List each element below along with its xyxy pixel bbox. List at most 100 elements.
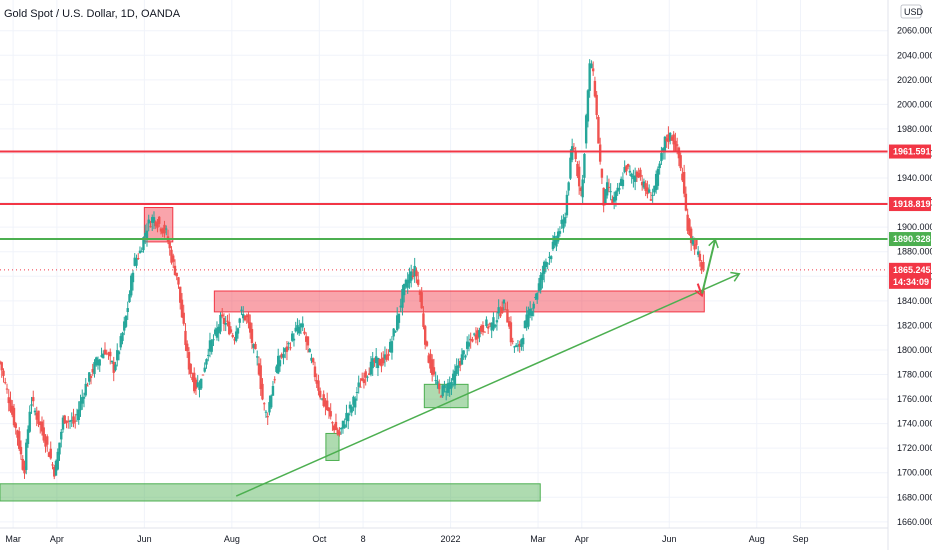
candle-body (495, 320, 499, 323)
candle-body (486, 326, 490, 329)
candle-body (556, 231, 560, 242)
candle-body (102, 353, 105, 359)
candle-body (270, 395, 273, 408)
candle-body (88, 372, 91, 382)
candle-body (640, 182, 644, 186)
candle-body (198, 386, 201, 390)
candle-body (436, 381, 439, 384)
candle-body (551, 241, 555, 250)
candle-body (502, 299, 506, 304)
candle-body (249, 322, 252, 333)
candle-body (394, 331, 397, 333)
candle-body (263, 403, 266, 405)
candle-body (693, 244, 696, 250)
x-tick-label: Aug (224, 534, 240, 544)
candle-body (39, 421, 42, 426)
candle-body (51, 464, 54, 466)
candle-body (661, 148, 665, 153)
candle-body (133, 257, 136, 266)
candle-body (525, 314, 528, 328)
candle-body (539, 274, 542, 290)
candle-body (77, 409, 80, 421)
candle-body (289, 347, 292, 349)
candle-body (208, 340, 212, 352)
candle-body (72, 416, 75, 424)
candle-body (278, 360, 282, 367)
candle-body (682, 172, 686, 194)
candle-body (21, 458, 24, 470)
candle-body (74, 420, 77, 422)
y-tick-label: 1800.000 (897, 345, 932, 355)
candle-body (385, 355, 388, 360)
candle-body (464, 355, 467, 358)
candle-body (411, 275, 415, 278)
price-level-badge (889, 197, 931, 212)
candle-body (313, 366, 317, 378)
candle-body (131, 272, 135, 283)
candle-body (408, 274, 411, 284)
currency-button[interactable] (900, 4, 922, 19)
candle-body (86, 385, 89, 387)
candle-body (446, 383, 450, 393)
candle-body (317, 380, 320, 391)
candle-body (119, 336, 122, 348)
candle-body (625, 165, 628, 172)
candle-body (500, 307, 504, 314)
candle-body (112, 361, 115, 373)
candle-body (250, 328, 254, 344)
candle-body (340, 428, 343, 430)
candle-body (383, 354, 387, 359)
candle-body (324, 400, 327, 407)
candle-body (2, 370, 5, 376)
candle-body (605, 182, 609, 196)
candle-body (280, 353, 283, 358)
candle-body (647, 189, 651, 193)
y-tick-label: 1700.000 (897, 468, 932, 478)
candle-body (175, 272, 178, 277)
candle-body (226, 320, 229, 322)
resistance-zone (213, 290, 705, 313)
candle-body (612, 196, 616, 202)
candle-body (406, 279, 409, 288)
candle-body (222, 317, 226, 325)
candle-body (79, 401, 82, 411)
x-tick-label: Mar (5, 534, 21, 544)
candle-body (30, 404, 33, 406)
candle-body (224, 323, 227, 325)
candle-body (277, 355, 280, 374)
candle-body (221, 314, 224, 317)
candle-body (418, 290, 422, 295)
candle-body (46, 436, 49, 445)
y-tick-label: 1660.000 (897, 517, 932, 527)
candle-body (595, 94, 598, 115)
price-level-badge (889, 232, 931, 247)
candle-body (19, 446, 23, 455)
candle-body (439, 396, 443, 398)
candle-body (95, 357, 98, 366)
candle-body (590, 63, 593, 69)
candle-body (33, 410, 37, 413)
candle-body (553, 236, 556, 246)
candle-body (572, 148, 576, 150)
candle-body (507, 321, 511, 327)
candle-body (347, 413, 350, 422)
candle-body (591, 68, 595, 72)
candle-body (228, 321, 231, 335)
candle-body (462, 350, 465, 355)
candle-body (528, 308, 532, 316)
candle-body (345, 412, 348, 421)
candle-body (369, 361, 373, 375)
candle-body (203, 367, 206, 372)
candle-body (28, 411, 31, 432)
candle-body (541, 272, 544, 280)
candle-body (231, 335, 234, 337)
candle-body (54, 460, 58, 476)
candle-body (583, 154, 586, 178)
x-tick-label: Jun (662, 534, 677, 544)
candle-body (651, 194, 654, 196)
price-level-badge-label: 1961.591 (893, 147, 931, 157)
candle-body (434, 380, 437, 382)
candle-body (376, 357, 380, 368)
